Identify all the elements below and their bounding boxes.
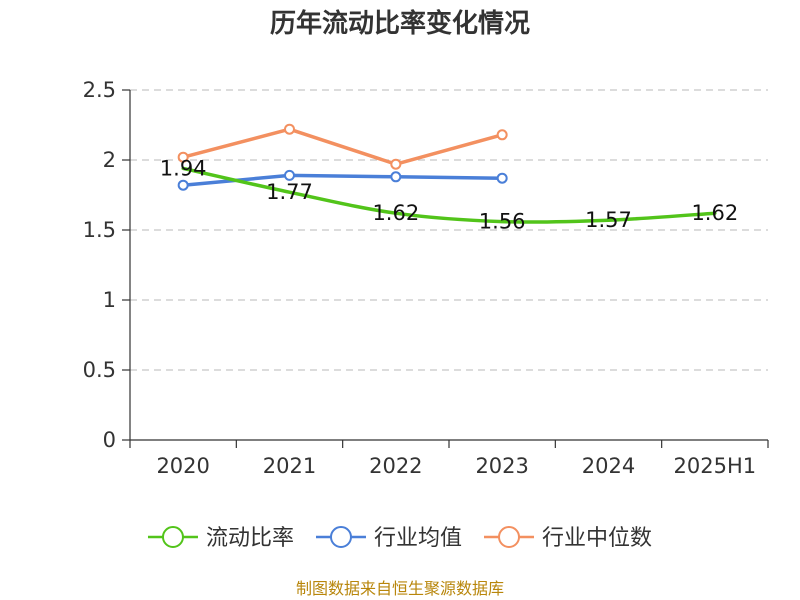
data-label: 1.94 [160,156,207,180]
y-tick-label: 2.5 [83,78,116,102]
data-point [496,172,508,184]
chart-title: 历年流动比率变化情况 [270,8,530,39]
legend: 流动比率 行业均值 行业中位数 [147,526,652,551]
x-tick-label: 2024 [582,454,635,478]
data-point [177,151,189,163]
legend-label: 流动比率 [206,526,294,551]
data-point [390,171,402,183]
series-line-industry-median [181,127,504,166]
source-note: 制图数据来自恒生聚源数据库 [296,579,504,598]
y-tick-label: 0.5 [83,358,116,382]
data-label: 1.57 [585,208,632,232]
series-layer [177,123,717,224]
data-point [496,129,508,141]
x-tick-label: 2025H1 [674,454,757,478]
legend-marker [498,526,521,548]
data-label: 1.56 [479,210,526,234]
legend-item: 行业中位数 [484,526,652,551]
legend-item: 行业均值 [315,526,462,551]
data-point [390,158,402,170]
x-tick-label: 2021 [263,454,316,478]
x-tick-label: 2020 [156,454,209,478]
y-tick-label: 0 [103,428,116,452]
grid-layer [130,89,768,371]
legend-item: 流动比率 [147,526,294,551]
legend-marker [161,526,184,548]
y-tick-label: 1.5 [83,218,116,242]
legend-label: 行业中位数 [542,526,652,551]
legend-label: 行业均值 [374,526,462,551]
series-line-current-ratio [181,166,717,224]
x-tick-label: 2022 [369,454,422,478]
data-point [284,123,295,135]
legend-marker [329,526,352,548]
y-tick-label: 1 [103,288,116,312]
axis-layer: 0 0.5 1 1.5 2 2.5 2020 2021 2022 2023 2024 2025H1 [83,78,769,478]
data-label: 1.77 [266,180,313,204]
data-label: 1.62 [372,201,419,225]
data-point [284,169,295,181]
data-label: 1.62 [691,201,738,225]
data-point [177,179,189,191]
data-label-layer: 1.94 1.77 1.62 1.56 1.57 1.62 [160,156,738,233]
y-tick-label: 2 [103,148,116,172]
x-tick-label: 2023 [475,454,528,478]
